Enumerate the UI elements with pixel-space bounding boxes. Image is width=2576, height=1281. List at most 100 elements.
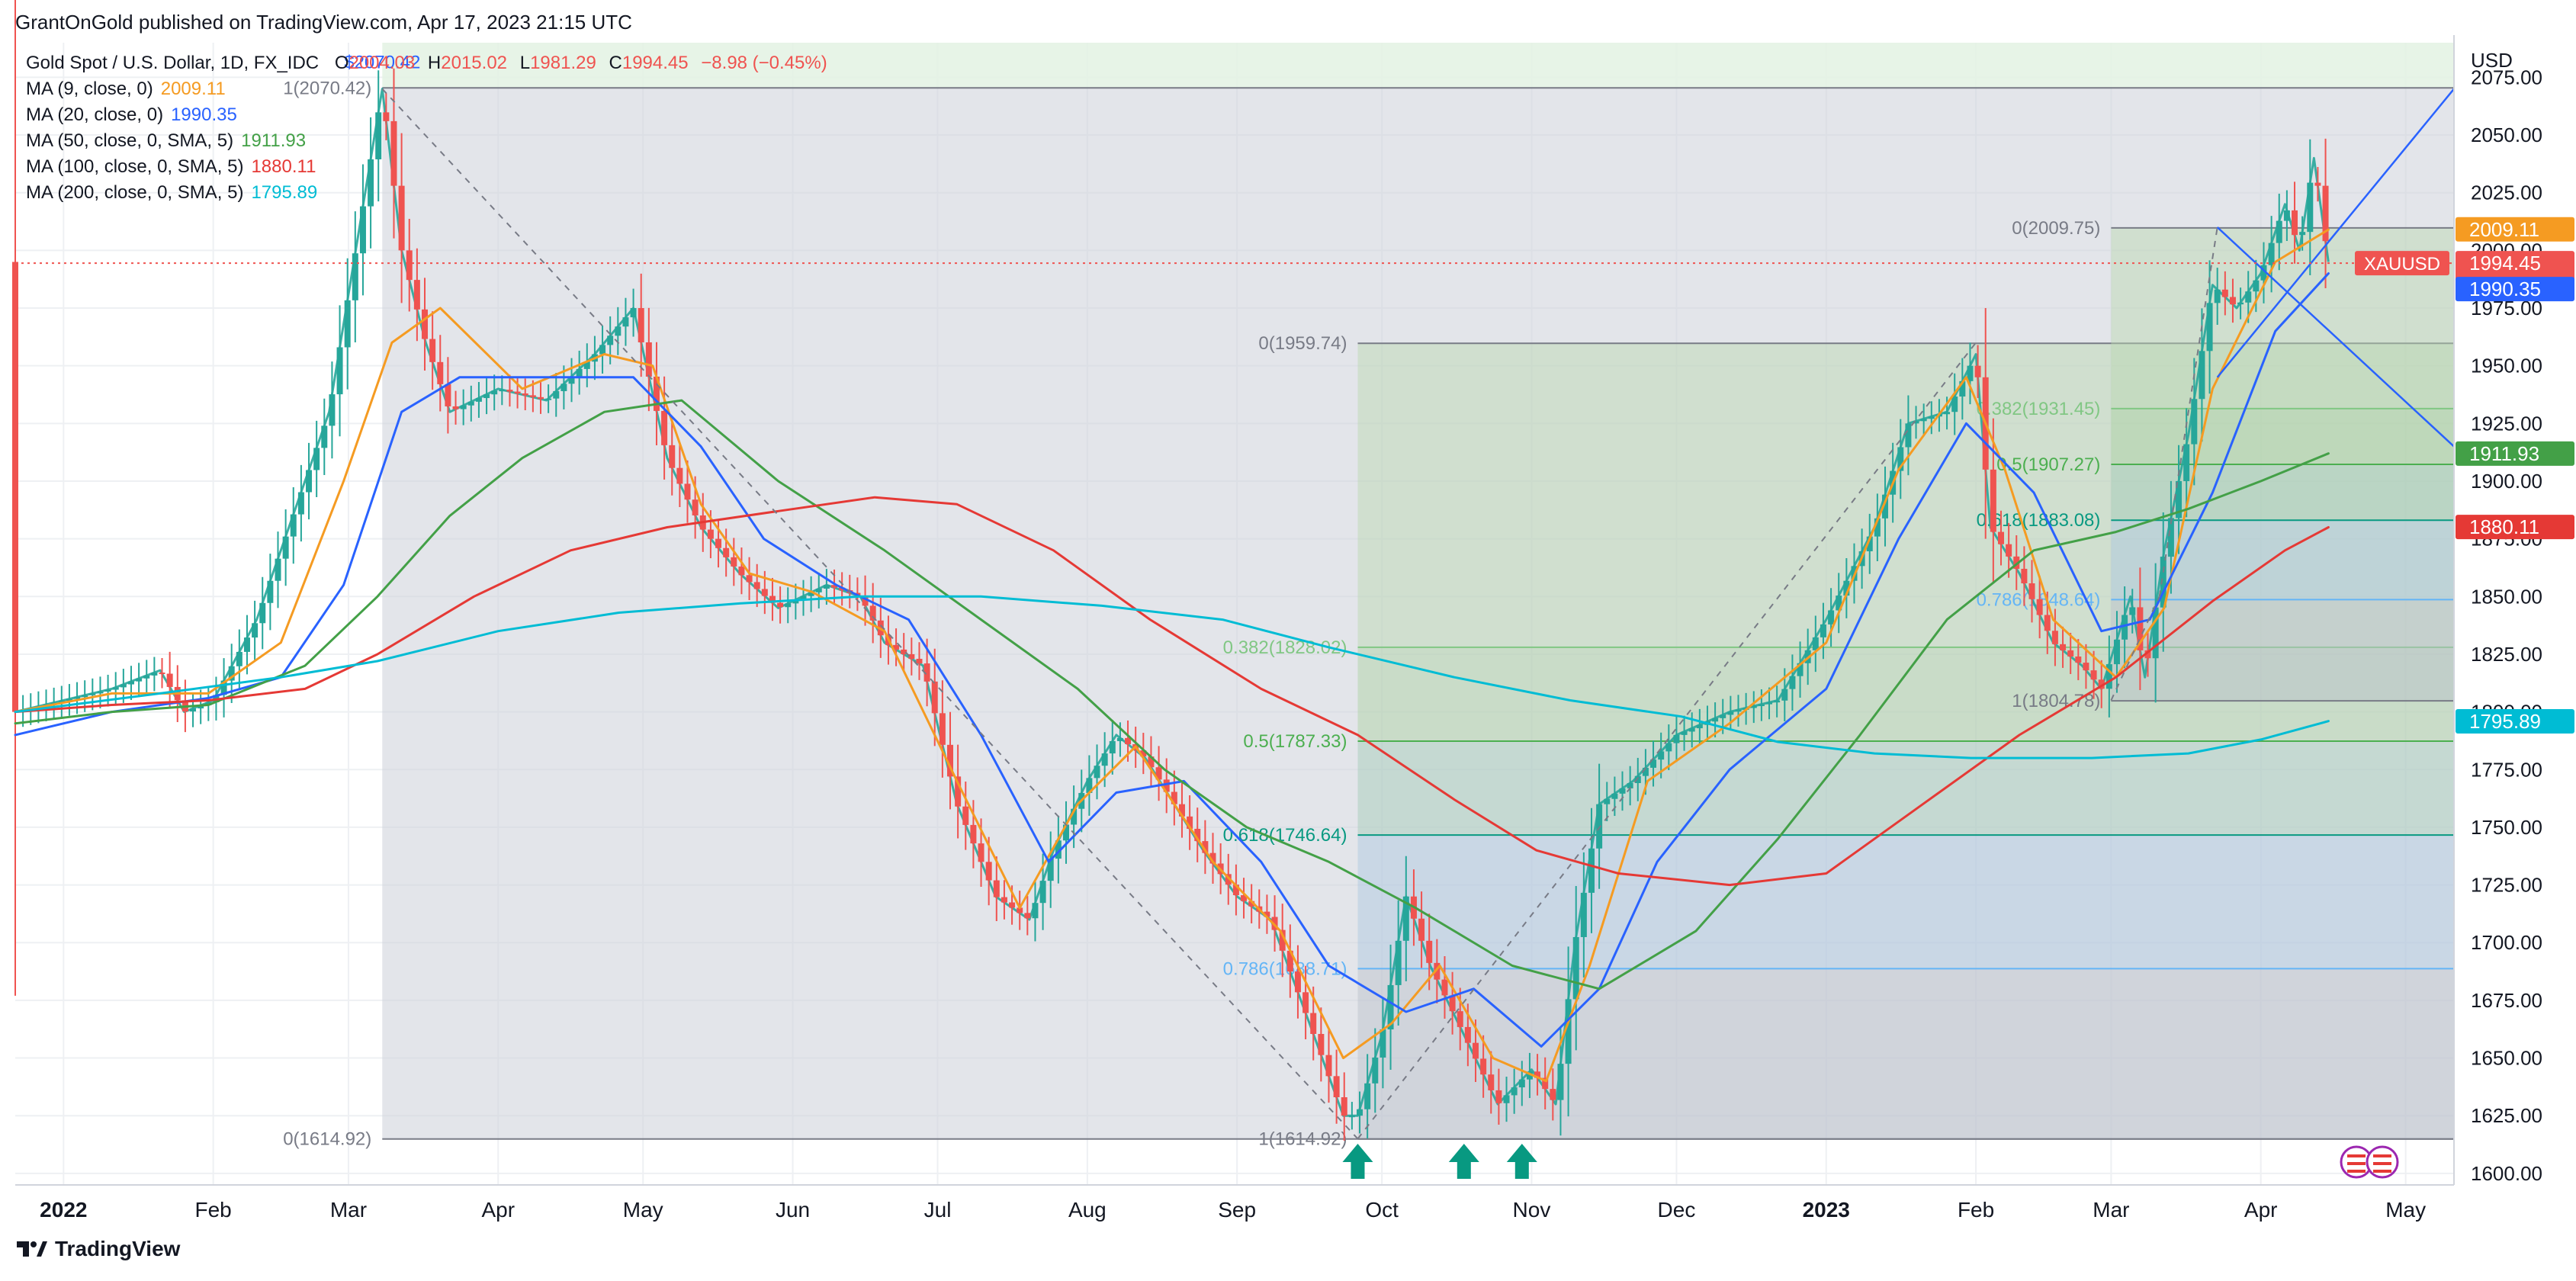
axes: USD 1600.00 1625.00 1650.00 1675.00 1700.00 17… [15,35,2542,1222]
tradingview-logo[interactable]: TradingView [17,1237,180,1261]
price-label: 1994.45 [2469,252,2541,274]
candle-body [939,713,946,745]
candle-body [1997,531,2004,544]
candle-body [1225,874,1232,885]
candle-body [1758,704,1765,707]
fib-level-label: 0.5(1787.33) [1243,731,1347,752]
candle-body [1271,917,1278,930]
candle-body [1178,804,1185,817]
candle-body [1187,816,1193,829]
candle-body [1047,859,1054,881]
candle-body [2044,615,2051,631]
candle-body [862,596,869,606]
candle-body [1302,992,1309,1013]
candle-body [275,558,281,581]
ma-20-value: 1990.35 [171,104,237,125]
candle-body [1673,734,1680,743]
y-tick-label: 1750.00 [2471,816,2542,839]
legend-symbol: Gold Spot / U.S. Dollar, 1D, FX_IDC [26,53,320,73]
candle-body [514,391,521,393]
candle-body [923,663,930,682]
candle-body [390,120,397,186]
candle-body [2122,615,2128,640]
candle-body [2028,583,2035,599]
candle-body [66,698,72,702]
candle-body [1380,1029,1386,1058]
fib-zone [1357,968,2454,1139]
candle-body [1928,416,1935,419]
candle-body [1565,999,1572,1064]
candle-body [1874,518,1881,537]
candle-body [1109,740,1116,754]
candle-body [2152,607,2159,659]
candle-body [669,445,676,468]
candle-body [2090,670,2097,680]
candle-body [1357,1109,1363,1116]
candle-body [800,596,807,600]
candle-body [1310,1013,1317,1034]
y-tick-label: 2075.00 [2471,66,2542,88]
candle-body [931,681,938,714]
candle-body [1209,852,1216,864]
tradingview-logo-icon [17,1241,47,1257]
candle-body [143,675,150,679]
candle-body [955,776,962,807]
candle-body [2129,607,2136,615]
candle-body [2199,351,2205,400]
candle-body [529,395,536,397]
candle-body [1634,775,1641,783]
candle-body [753,582,760,589]
candle-body [2322,185,2329,242]
candle-body [297,492,304,515]
fib-diagonal [1357,342,1977,1140]
ma-200-value: 1795.89 [251,182,318,203]
legend-symbol-row: Gold Spot / U.S. Dollar, 1D, FX_IDC O200… [26,50,827,76]
candle-body [259,602,266,624]
candle-body [2144,650,2151,659]
candle-body [228,666,235,681]
candle-body [1039,881,1046,904]
ohlc-open: 2004.03 [348,53,416,73]
candle-body [406,250,413,281]
candle-body [1905,423,1912,448]
candle-body [2268,242,2275,265]
candle-body [136,678,143,682]
candle-body [1920,419,1927,422]
candle-body [368,159,374,207]
candle-body [398,185,405,251]
candle-body [831,585,838,588]
y-tick-label: 1900.00 [2471,470,2542,493]
candle-body [1148,756,1155,768]
candle-body [1101,753,1108,766]
candle-body [2206,303,2213,352]
candle-body [731,557,737,567]
symbol-tag: XAUUSD [2364,254,2440,274]
candle-body [622,317,629,327]
ma-50-value: 1911.93 [241,130,307,151]
x-tick-label: Mar [2093,1198,2129,1222]
candle-body [1735,709,1742,712]
candle-body [166,673,173,687]
x-tick-label: Jul [924,1198,952,1222]
candle-body [1464,1026,1471,1043]
x-tick-label: Feb [195,1198,232,1222]
candle-body [1457,1011,1463,1027]
candle-body [1974,365,1981,377]
candle-body [2221,289,2228,297]
y-tick-label: 1675.00 [2471,989,2542,1012]
candle-body [2137,607,2144,650]
legend-ma-9: MA (9, close, 0) 2009.11 [26,76,827,102]
candle-body [785,603,792,608]
candle-body [1348,1116,1355,1118]
candle-body [313,448,320,470]
ma-line-3 [14,496,2330,887]
candle-body [336,347,343,395]
candle-body [1897,447,1904,471]
candle-body [1286,950,1293,972]
candle-body [2214,289,2221,303]
x-tick-label: Mar [330,1198,367,1222]
ohlc-close: 1994.45 [622,53,689,73]
candle-body [1024,913,1031,919]
candle-body [2021,568,2028,584]
y-tick-label: 2050.00 [2471,124,2542,146]
